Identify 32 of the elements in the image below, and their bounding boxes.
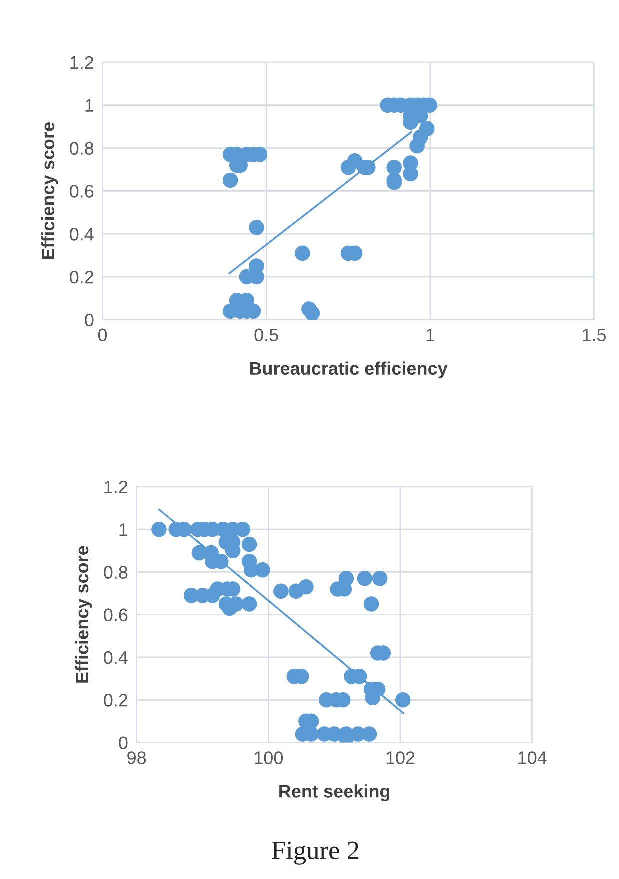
y-tick-label: 0	[119, 736, 128, 750]
point	[304, 306, 320, 320]
point	[386, 160, 402, 176]
point	[294, 246, 310, 262]
x-tick-label: 98	[128, 752, 146, 764]
y-tick-label: 0.2	[104, 694, 128, 707]
y-axis-title: Efficiency score	[41, 122, 58, 260]
caption: Figure 2	[272, 842, 359, 865]
x-axis-title: Bureaucratic efficiency	[250, 362, 448, 379]
point	[410, 138, 425, 154]
y-tick-label: 1.2	[104, 480, 128, 494]
x-tick-label: 104	[518, 752, 547, 764]
x-tick-label: 100	[254, 752, 284, 764]
y-tick-label: 0.6	[70, 185, 94, 198]
y-tick-label: 1	[86, 99, 94, 112]
y-tick-label: 0.6	[104, 608, 128, 622]
point	[249, 220, 264, 236]
x-tick-label: 102	[386, 752, 415, 764]
y-tick-label: 0	[85, 314, 94, 327]
y-tick-label: 0.4	[70, 228, 94, 241]
y-tick-label: 0.8	[104, 566, 128, 579]
point	[222, 172, 238, 188]
y-tick-label: 0.8	[70, 142, 94, 155]
x-axis-title: Rent seeking	[280, 784, 390, 802]
y-tick-label: 1.2	[70, 56, 94, 69]
x-tick-label: 1.5	[583, 328, 606, 342]
y-tick-label: 1	[120, 524, 128, 536]
x-tick-label: 0.5	[254, 328, 278, 342]
y-axis-title: Efficiency score	[75, 546, 92, 683]
y-tick-label: 0.2	[70, 270, 94, 284]
x-tick-label: 1	[426, 328, 435, 342]
y-tick-label: 0.4	[104, 651, 128, 664]
